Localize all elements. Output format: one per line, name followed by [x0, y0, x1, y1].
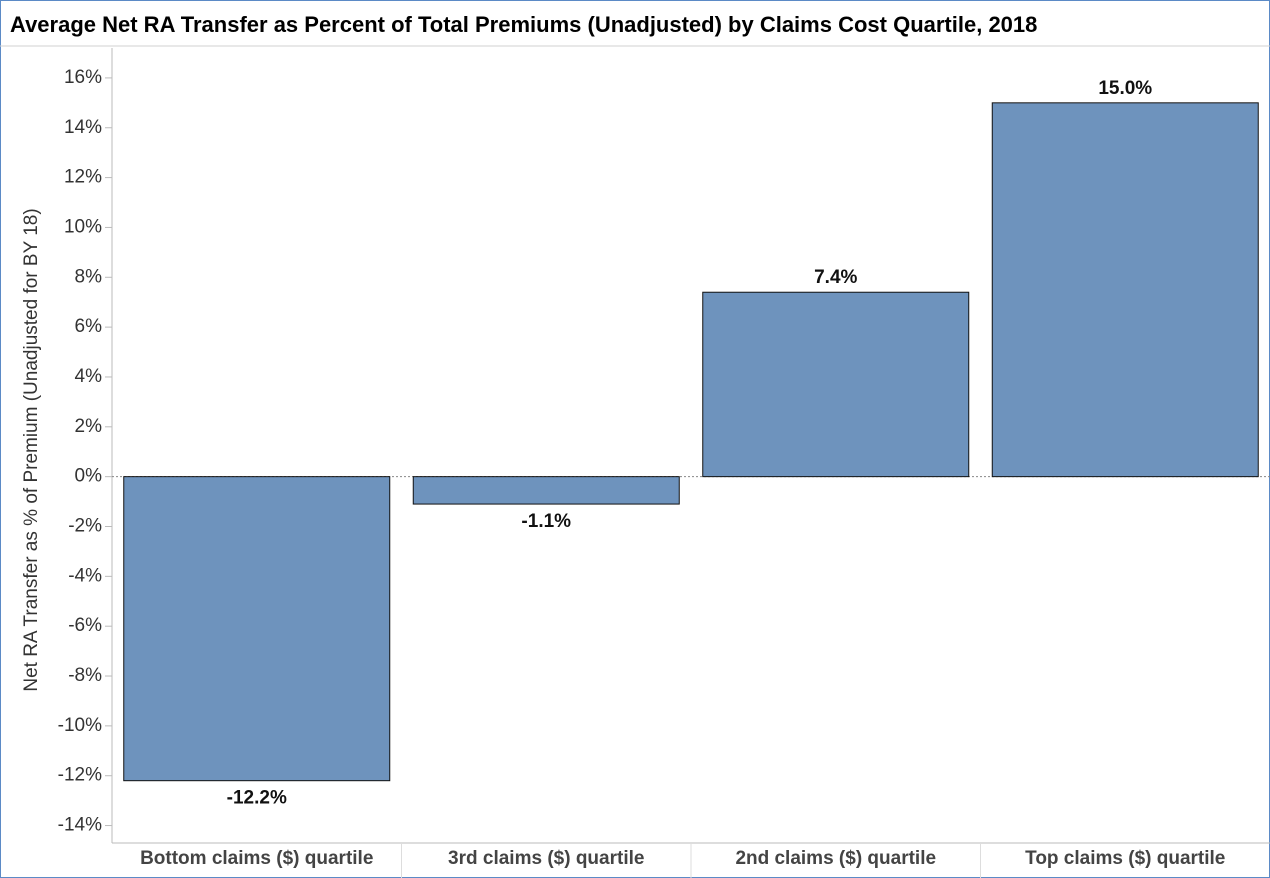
y-tick-label: -12% — [58, 765, 102, 786]
bar — [702, 291, 970, 478]
y-tick-label: -10% — [58, 715, 102, 736]
y-tick-label: 6% — [75, 316, 103, 337]
y-tick-label: 10% — [64, 216, 102, 237]
y-axis-title: Net RA Transfer as % of Premium (Unadjus… — [21, 208, 42, 691]
value-label: 15.0% — [1098, 78, 1152, 99]
chart-title: Average Net RA Transfer as Percent of To… — [10, 12, 1037, 37]
value-label: -12.2% — [227, 788, 287, 809]
value-label: 7.4% — [814, 267, 857, 288]
y-tick-label: 0% — [75, 466, 103, 487]
y-tick-label: 12% — [64, 167, 102, 188]
value-label: -1.1% — [521, 511, 571, 532]
y-tick-label: -2% — [68, 516, 102, 537]
y-tick-label: -14% — [58, 815, 102, 836]
bar — [412, 476, 680, 505]
y-tick-label: 2% — [75, 416, 103, 437]
x-tick-label: Top claims ($) quartile — [1025, 848, 1225, 869]
x-tick-label: 3rd claims ($) quartile — [448, 848, 644, 869]
y-tick-label: 14% — [64, 117, 102, 138]
y-tick-label: -6% — [68, 615, 102, 636]
y-tick-label: 4% — [75, 366, 103, 387]
y-tick-label: -8% — [68, 665, 102, 686]
x-tick-label: Bottom claims ($) quartile — [140, 848, 373, 869]
y-tick-label: -4% — [68, 565, 102, 586]
bar — [123, 476, 391, 782]
bar — [991, 102, 1259, 478]
y-tick-label: 16% — [64, 67, 102, 88]
y-tick-label: 8% — [75, 266, 103, 287]
x-tick-label: 2nd claims ($) quartile — [735, 848, 936, 869]
